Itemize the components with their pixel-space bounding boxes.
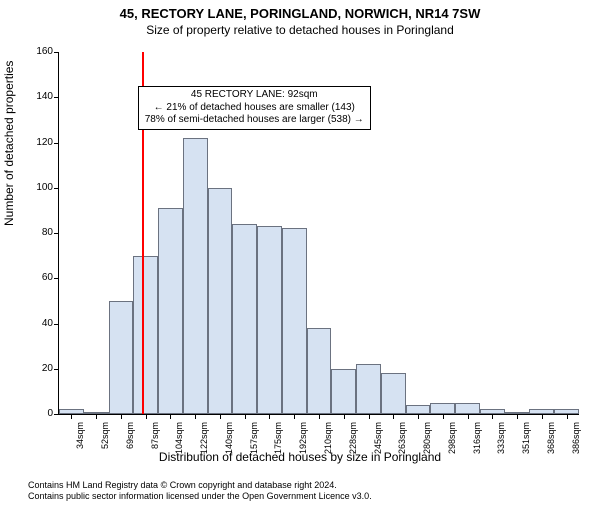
x-tick-mark xyxy=(393,414,394,419)
histogram-bar xyxy=(109,301,134,414)
histogram-bar xyxy=(406,405,431,414)
y-tick-mark xyxy=(54,233,59,234)
x-tick-mark xyxy=(96,414,97,419)
y-tick-label: 80 xyxy=(23,227,53,238)
y-tick-mark xyxy=(54,52,59,53)
x-tick-mark xyxy=(542,414,543,419)
x-axis-label: Distribution of detached houses by size … xyxy=(0,450,600,464)
x-tick-mark xyxy=(492,414,493,419)
annotation-line-3: 78% of semi-detached houses are larger (… xyxy=(145,114,364,127)
x-tick-mark xyxy=(245,414,246,419)
y-tick-label: 140 xyxy=(23,91,53,102)
histogram-bar xyxy=(381,373,406,414)
y-tick-mark xyxy=(54,414,59,415)
y-tick-label: 20 xyxy=(23,363,53,374)
x-tick-mark xyxy=(418,414,419,419)
y-axis-label: Number of detached properties xyxy=(2,61,16,226)
histogram-bar xyxy=(257,226,282,414)
x-tick-mark xyxy=(71,414,72,419)
page-title: 45, RECTORY LANE, PORINGLAND, NORWICH, N… xyxy=(0,6,600,21)
y-tick-mark xyxy=(54,97,59,98)
y-tick-label: 0 xyxy=(23,408,53,419)
histogram-bar xyxy=(356,364,381,414)
histogram-bar xyxy=(455,403,480,414)
histogram-bar xyxy=(232,224,257,414)
y-tick-label: 120 xyxy=(23,137,53,148)
footer-line-2: Contains public sector information licen… xyxy=(28,491,372,502)
x-tick-mark xyxy=(220,414,221,419)
histogram-bar xyxy=(183,138,208,414)
footer-attribution: Contains HM Land Registry data © Crown c… xyxy=(28,480,372,502)
y-tick-label: 60 xyxy=(23,272,53,283)
x-tick-mark xyxy=(319,414,320,419)
x-tick-mark xyxy=(269,414,270,419)
x-tick-mark xyxy=(170,414,171,419)
x-tick-mark xyxy=(294,414,295,419)
y-tick-mark xyxy=(54,278,59,279)
x-tick-mark xyxy=(443,414,444,419)
x-tick-mark xyxy=(517,414,518,419)
histogram-bar xyxy=(133,256,158,414)
histogram-bar xyxy=(208,188,233,414)
y-tick-label: 40 xyxy=(23,318,53,329)
y-tick-mark xyxy=(54,324,59,325)
y-tick-label: 100 xyxy=(23,182,53,193)
annotation-line-2: ← 21% of detached houses are smaller (14… xyxy=(145,102,364,115)
footer-line-1: Contains HM Land Registry data © Crown c… xyxy=(28,480,372,491)
x-tick-mark xyxy=(369,414,370,419)
x-tick-mark xyxy=(146,414,147,419)
x-tick-mark xyxy=(567,414,568,419)
histogram-bar xyxy=(331,369,356,414)
x-tick-mark xyxy=(344,414,345,419)
y-tick-mark xyxy=(54,369,59,370)
histogram-bar xyxy=(307,328,332,414)
annotation-box: 45 RECTORY LANE: 92sqm← 21% of detached … xyxy=(138,86,371,130)
x-tick-mark xyxy=(195,414,196,419)
annotation-line-1: 45 RECTORY LANE: 92sqm xyxy=(145,89,364,102)
y-tick-label: 160 xyxy=(23,46,53,57)
y-tick-mark xyxy=(54,143,59,144)
histogram-bar xyxy=(282,228,307,414)
histogram-chart: 02040608010012014016034sqm52sqm69sqm87sq… xyxy=(58,52,579,415)
histogram-bar xyxy=(430,403,455,414)
histogram-bar xyxy=(158,208,183,414)
page-subtitle: Size of property relative to detached ho… xyxy=(0,23,600,37)
x-tick-mark xyxy=(468,414,469,419)
y-tick-mark xyxy=(54,188,59,189)
x-tick-mark xyxy=(121,414,122,419)
